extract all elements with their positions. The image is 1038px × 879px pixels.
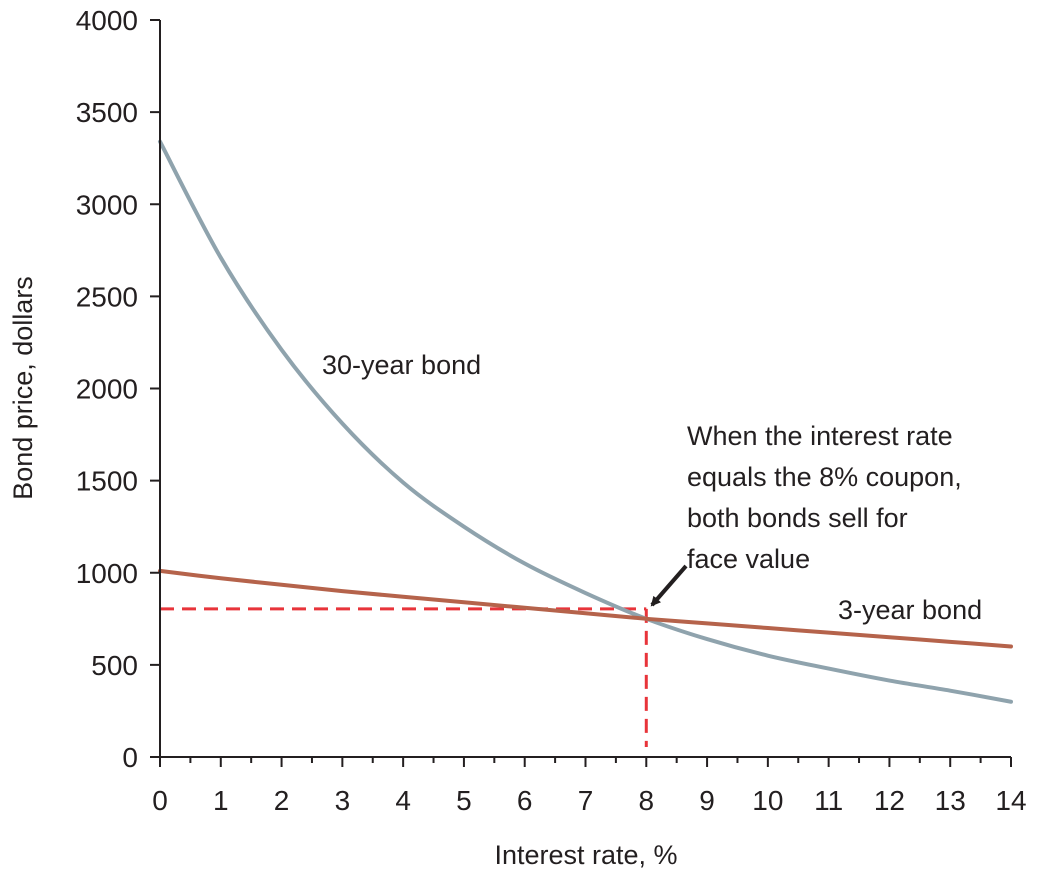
annotation-line: both bonds sell for <box>687 503 908 533</box>
y-tick-label: 3000 <box>76 189 138 220</box>
x-tick-label: 3 <box>335 785 351 816</box>
x-tick-label: 5 <box>456 785 472 816</box>
x-tick-label: 13 <box>935 785 966 816</box>
series-line-3-year-bond <box>158 568 1013 649</box>
y-tick-label: 4000 <box>76 5 138 36</box>
annotation-text: When the interest rate equals the 8% cou… <box>687 421 962 574</box>
x-tick-label: 7 <box>578 785 594 816</box>
reference-lines <box>160 607 648 747</box>
annotation-line: face value <box>687 544 810 574</box>
x-tick-label: 9 <box>699 785 715 816</box>
y-tick-label: 0 <box>122 742 138 773</box>
x-axis-title: Interest rate, % <box>494 840 677 870</box>
x-tick-label: 0 <box>152 785 168 816</box>
series-layer <box>158 139 1013 704</box>
x-tick-label: 8 <box>638 785 654 816</box>
x-tick-label: 12 <box>874 785 905 816</box>
annotation-line: When the interest rate <box>687 421 953 451</box>
x-tick-label: 6 <box>517 785 533 816</box>
annotation-line: equals the 8% coupon, <box>687 462 962 492</box>
y-axis-title: Bond price, dollars <box>8 276 38 500</box>
series-label-30-year-bond: 30-year bond <box>322 350 481 380</box>
x-tick-label: 10 <box>752 785 783 816</box>
series-label-3-year-bond: 3-year bond <box>838 595 982 625</box>
series-line-30-year-bond <box>158 139 1013 704</box>
x-tick-label: 1 <box>213 785 229 816</box>
x-tick-label: 4 <box>395 785 411 816</box>
x-tick-label: 14 <box>995 785 1026 816</box>
y-tick-label: 2500 <box>76 281 138 312</box>
x-tick-label: 2 <box>274 785 290 816</box>
y-tick-label: 3500 <box>76 97 138 128</box>
x-tick-label: 11 <box>814 785 843 816</box>
y-tick-label: 1000 <box>76 558 138 589</box>
annotation-arrow <box>650 564 688 607</box>
y-tick-label: 500 <box>91 650 138 681</box>
y-tick-label: 2000 <box>76 374 138 405</box>
labels-layer: Bond price, dollars Interest rate, % 30-… <box>8 276 982 870</box>
y-tick-label: 1500 <box>76 466 138 497</box>
